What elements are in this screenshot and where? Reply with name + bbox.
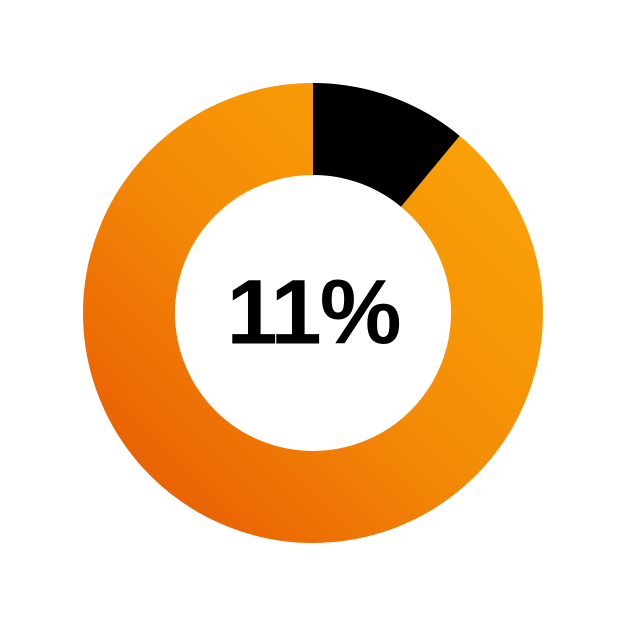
percentage-label: 11% xyxy=(226,261,399,366)
donut-chart: 11% xyxy=(83,83,543,543)
